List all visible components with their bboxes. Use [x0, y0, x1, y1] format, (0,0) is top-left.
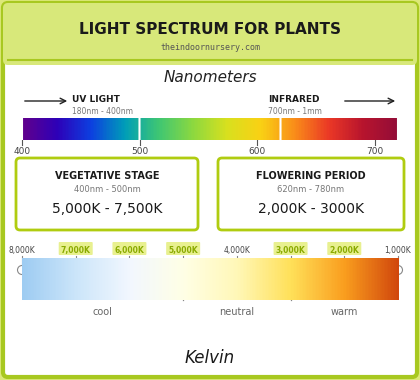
Circle shape: [178, 266, 188, 274]
Text: 2,000K - 3000K: 2,000K - 3000K: [258, 202, 364, 216]
Circle shape: [286, 266, 295, 274]
Text: 620nm - 780nm: 620nm - 780nm: [278, 185, 344, 195]
Text: 3,000K: 3,000K: [276, 245, 305, 255]
Text: LIGHT SPECTRUM FOR PLANTS: LIGHT SPECTRUM FOR PLANTS: [79, 22, 341, 38]
Text: 5,000K - 7,500K: 5,000K - 7,500K: [52, 202, 162, 216]
Text: 4,000K: 4,000K: [223, 245, 250, 255]
FancyBboxPatch shape: [218, 158, 404, 230]
Text: UV LIGHT: UV LIGHT: [72, 95, 120, 103]
Text: 700: 700: [366, 147, 383, 157]
Text: 500: 500: [131, 147, 148, 157]
Text: VEGETATIVE STAGE: VEGETATIVE STAGE: [55, 171, 159, 181]
Circle shape: [18, 266, 26, 274]
Text: Nanometers: Nanometers: [163, 71, 257, 86]
Text: warm: warm: [331, 307, 358, 317]
Text: 8,000K: 8,000K: [9, 245, 35, 255]
Circle shape: [394, 266, 402, 274]
FancyBboxPatch shape: [273, 242, 307, 255]
FancyBboxPatch shape: [166, 242, 200, 255]
Circle shape: [232, 266, 241, 274]
Circle shape: [125, 266, 134, 274]
Text: 5,000K: 5,000K: [168, 245, 198, 255]
FancyBboxPatch shape: [3, 3, 417, 377]
FancyBboxPatch shape: [113, 242, 147, 255]
Text: cool: cool: [93, 307, 113, 317]
Text: 1,000K: 1,000K: [385, 245, 411, 255]
Text: neutral: neutral: [219, 307, 255, 317]
Text: 700nm - 1mm: 700nm - 1mm: [268, 106, 322, 116]
Text: FLOWERING PERIOD: FLOWERING PERIOD: [256, 171, 366, 181]
Text: 400nm - 500nm: 400nm - 500nm: [74, 185, 140, 195]
FancyBboxPatch shape: [3, 3, 417, 65]
Text: theindoornursery.com: theindoornursery.com: [160, 43, 260, 52]
Text: 2,000K: 2,000K: [329, 245, 359, 255]
FancyBboxPatch shape: [327, 242, 361, 255]
Text: 180nm - 400nm: 180nm - 400nm: [72, 106, 133, 116]
Text: 600: 600: [248, 147, 265, 157]
Bar: [8, 38, 412, 60]
Text: 400: 400: [13, 147, 31, 157]
Text: INFRARED: INFRARED: [268, 95, 320, 103]
FancyBboxPatch shape: [59, 242, 93, 255]
Text: 7,000K: 7,000K: [61, 245, 91, 255]
Circle shape: [71, 266, 80, 274]
FancyBboxPatch shape: [16, 158, 198, 230]
Text: 6,000K: 6,000K: [115, 245, 144, 255]
Text: Kelvin: Kelvin: [185, 349, 235, 367]
Circle shape: [340, 266, 349, 274]
